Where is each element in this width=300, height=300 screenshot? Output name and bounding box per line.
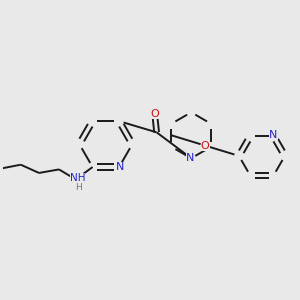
Text: NH: NH xyxy=(70,173,85,183)
Text: O: O xyxy=(151,110,160,119)
Text: N: N xyxy=(186,153,194,163)
Text: O: O xyxy=(201,141,209,151)
Text: N: N xyxy=(116,162,124,172)
Text: H: H xyxy=(75,183,82,192)
Text: N: N xyxy=(269,130,278,140)
